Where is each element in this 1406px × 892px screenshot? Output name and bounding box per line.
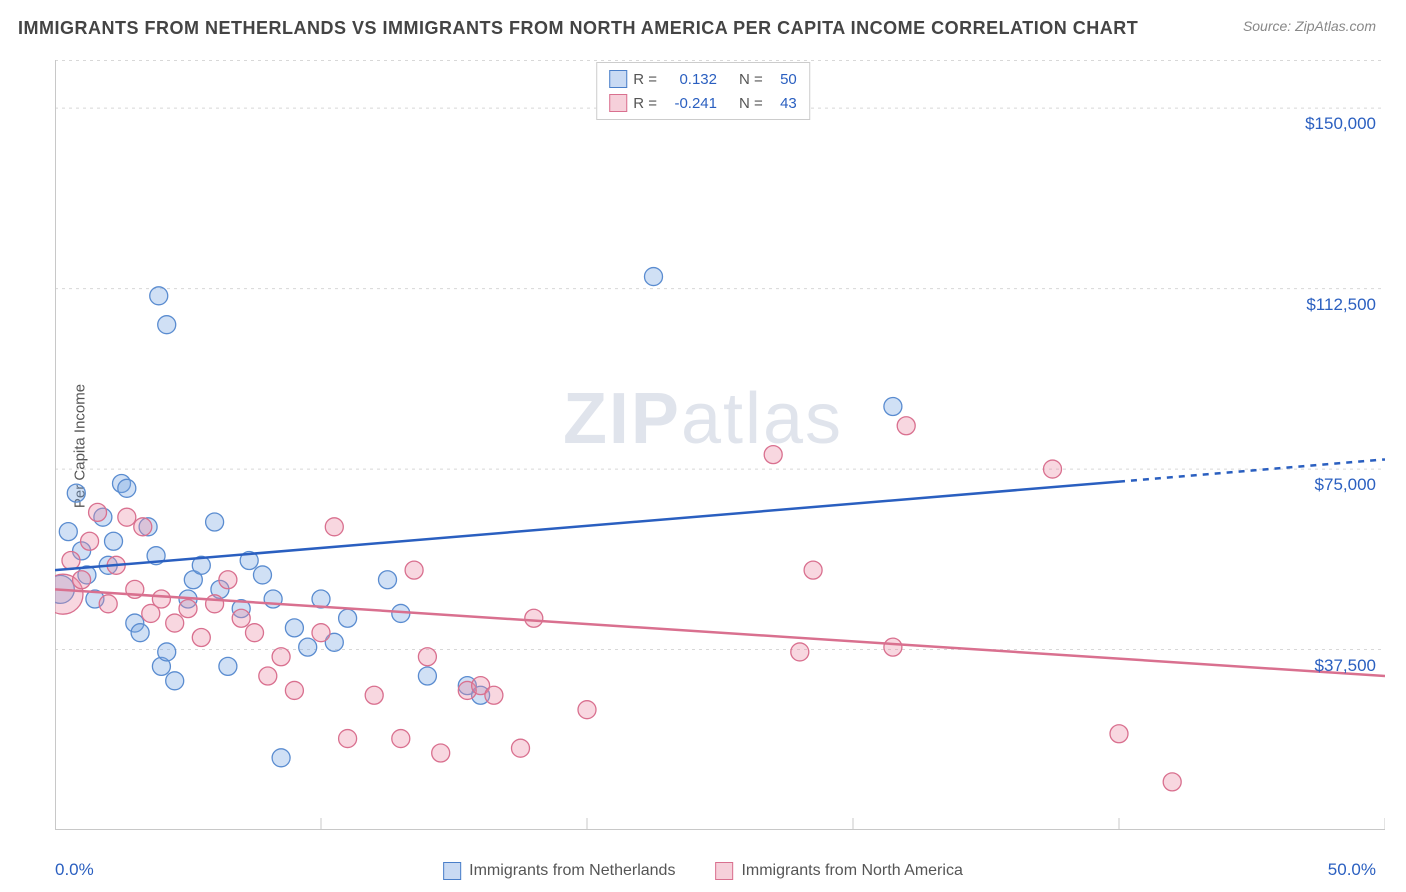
chart-area (55, 60, 1385, 830)
n-label: N = (739, 95, 763, 112)
legend-swatch (443, 862, 461, 880)
x-tick-label: 50.0% (1328, 860, 1376, 880)
y-tick-label: $75,000 (1315, 475, 1376, 495)
series-legend: Immigrants from Netherlands Immigrants fr… (443, 862, 963, 880)
legend-swatch (715, 862, 733, 880)
y-tick-label: $150,000 (1305, 114, 1376, 134)
legend-item: Immigrants from Netherlands (443, 862, 675, 880)
legend-row: R = -0.241 N = 43 (609, 91, 797, 115)
x-tick-label: 0.0% (55, 860, 94, 880)
scatter-chart (55, 60, 1385, 830)
r-label: R = (633, 95, 657, 112)
legend-swatch (609, 94, 627, 112)
legend-label: Immigrants from Netherlands (469, 862, 675, 880)
legend-label: Immigrants from North America (741, 862, 962, 880)
source-attribution: Source: ZipAtlas.com (1243, 18, 1376, 34)
legend-row: R = 0.132 N = 50 (609, 67, 797, 91)
y-tick-label: $112,500 (1306, 295, 1376, 315)
legend-swatch (609, 70, 627, 88)
correlation-legend: R = 0.132 N = 50 R = -0.241 N = 43 (596, 62, 810, 120)
n-label: N = (739, 71, 763, 88)
r-value: 0.132 (663, 71, 717, 88)
chart-title: IMMIGRANTS FROM NETHERLANDS VS IMMIGRANT… (18, 18, 1138, 39)
r-label: R = (633, 71, 657, 88)
n-value: 43 (769, 95, 797, 112)
r-value: -0.241 (663, 95, 717, 112)
y-tick-label: $37,500 (1315, 656, 1376, 676)
legend-item: Immigrants from North America (715, 862, 962, 880)
n-value: 50 (769, 71, 797, 88)
